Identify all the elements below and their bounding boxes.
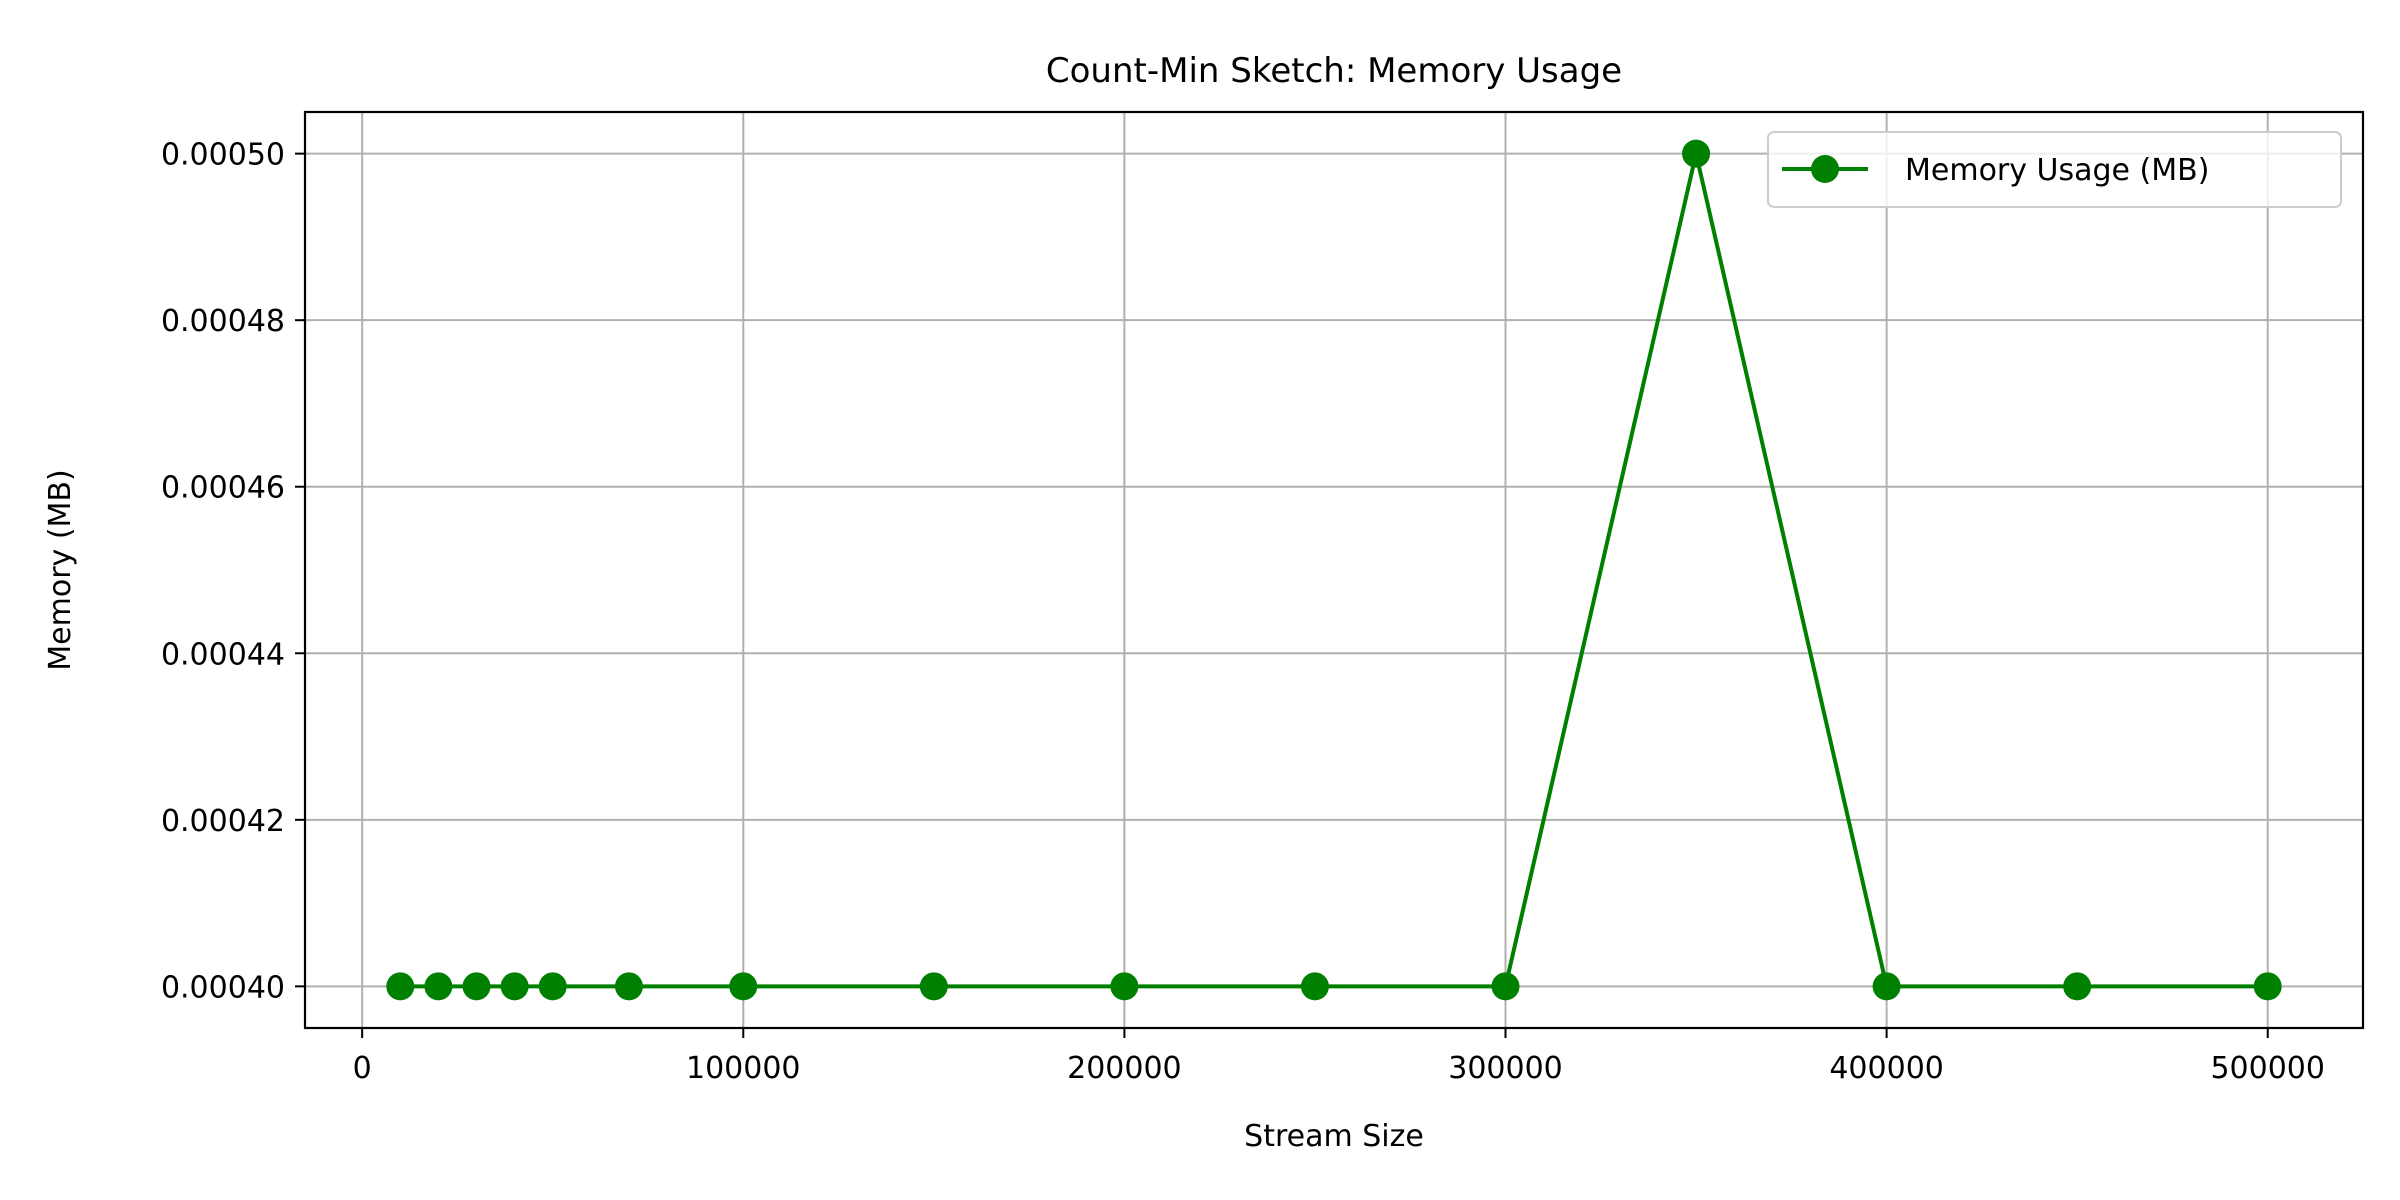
legend-box	[1767, 131, 2342, 208]
y-axis: 0.00040 0.00042 0.00044 0.00046 0.00048 0.000…	[161, 138, 305, 1005]
x-tick-label: 0	[353, 1051, 372, 1086]
x-tick-label: 200000	[1067, 1051, 1182, 1086]
y-tick-label: 0.00044	[161, 637, 285, 672]
y-tick-label: 0.00046	[161, 471, 285, 506]
data-point	[614, 972, 643, 1001]
x-axis: 0 100000 200000 300000 400000 500000	[353, 1028, 2325, 1086]
data-point	[538, 972, 567, 1001]
data-point	[1872, 972, 1901, 1001]
data-point	[1682, 139, 1711, 168]
y-axis-label: Memory (MB)	[43, 469, 78, 670]
x-tick-label: 400000	[1829, 1051, 1944, 1086]
legend-label: Memory Usage (MB)	[1905, 153, 2209, 188]
x-tick-label: 300000	[1448, 1051, 1563, 1086]
data-point	[1491, 972, 1520, 1001]
chart-title: Count-Min Sketch: Memory Usage	[1046, 51, 1622, 91]
data-point	[424, 972, 453, 1001]
legend: Memory Usage (MB)	[1767, 131, 2342, 208]
data-point	[2063, 972, 2092, 1001]
x-tick-label: 100000	[686, 1051, 801, 1086]
x-axis-label: Stream Size	[1244, 1119, 1424, 1154]
plot-frame	[303, 110, 2365, 1030]
data-point	[1300, 972, 1329, 1001]
data-point	[500, 972, 529, 1001]
data-point	[919, 972, 948, 1001]
y-tick-label: 0.00048	[161, 304, 285, 339]
data-point	[729, 972, 758, 1001]
x-tick-label: 500000	[2210, 1051, 2325, 1086]
data-point	[386, 972, 415, 1001]
data-point	[462, 972, 491, 1001]
data-point	[2253, 972, 2282, 1001]
y-tick-label: 0.00040	[161, 970, 285, 1005]
data-point	[1110, 972, 1139, 1001]
series-layer	[386, 139, 2282, 1001]
legend-marker	[1811, 155, 1839, 183]
y-tick-label: 0.00042	[161, 804, 285, 839]
y-tick-label: 0.00050	[161, 138, 285, 173]
